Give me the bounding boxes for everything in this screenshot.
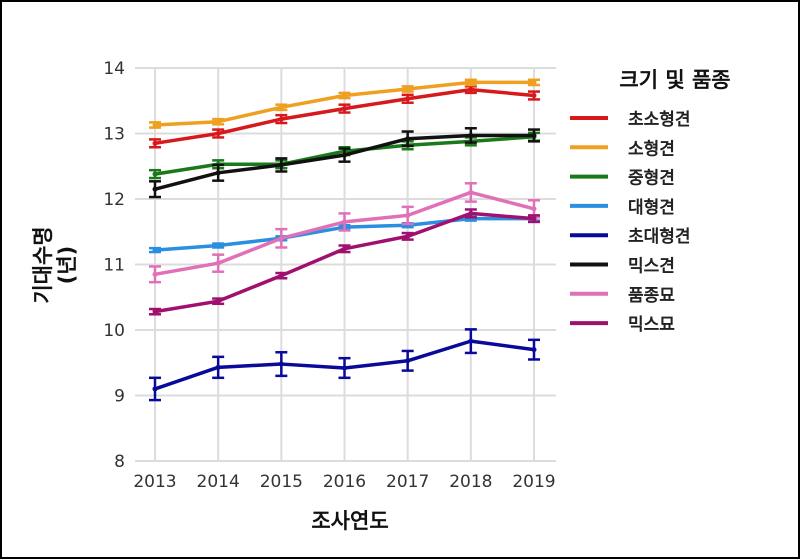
data-point [342, 152, 347, 158]
data-point [405, 136, 411, 142]
legend-item: 품종묘 [570, 286, 675, 306]
y-tick-label: 11 [103, 256, 125, 276]
y-tick-label: 12 [103, 190, 125, 210]
legend-item: 대형견 [570, 197, 675, 218]
x-tick-label: 2018 [449, 472, 492, 492]
y-ticks: 8 9 10 11 12 13 14 [103, 59, 125, 472]
data-point [215, 170, 221, 176]
x-tick-label: 2016 [323, 472, 366, 492]
data-point [278, 162, 284, 168]
data-point [531, 216, 537, 222]
data-point [468, 87, 474, 93]
legend-label: 대형견 [628, 197, 675, 218]
legend-item: 초소형견 [570, 109, 691, 130]
data-point [342, 219, 347, 225]
legend-label: 믹스견 [628, 257, 675, 277]
y-tick-label: 9 [114, 387, 125, 407]
data-point [152, 247, 158, 253]
y-tick-label: 8 [114, 452, 125, 472]
data-point [342, 365, 347, 371]
data-point [215, 243, 221, 249]
series-6 [149, 127, 540, 199]
x-tick-label: 2013 [133, 472, 176, 492]
data-point [405, 233, 411, 239]
x-tick-label: 2014 [197, 472, 240, 492]
y-tick-label: 10 [103, 321, 125, 341]
legend-label: 초소형견 [628, 109, 691, 130]
data-point [531, 132, 537, 138]
data-point [342, 106, 347, 112]
legend-label: 초대형견 [628, 226, 691, 247]
y-tick-label: 13 [103, 125, 125, 145]
data-point [531, 93, 537, 99]
legend-item: 소형견 [570, 138, 675, 159]
y-tick-label: 14 [103, 59, 125, 79]
data-point [152, 122, 158, 128]
y-axis-label: 기대수명 (년) [31, 226, 79, 303]
data-point [531, 347, 537, 353]
data-point [468, 79, 474, 85]
legend-label: 믹스묘 [628, 315, 675, 335]
legend-item: 초대형견 [570, 226, 691, 247]
data-point [531, 79, 537, 85]
data-point [278, 273, 284, 279]
x-tick-label: 2015 [260, 472, 303, 492]
series-2 [149, 78, 540, 129]
y-axis-label-line2: (년) [55, 246, 79, 285]
data-point [405, 86, 411, 92]
data-point [342, 93, 347, 99]
data-point [152, 271, 158, 277]
data-point [215, 131, 221, 136]
series-5 [149, 328, 540, 402]
series-1 [149, 85, 540, 149]
data-point [405, 96, 411, 102]
data-point [215, 119, 221, 125]
data-point [468, 338, 474, 344]
x-axis-label: 조사연도 [311, 509, 388, 533]
data-point [405, 212, 411, 218]
data-point [468, 210, 474, 216]
data-point [215, 260, 221, 266]
legend-item: 믹스묘 [570, 315, 675, 335]
series-8 [149, 208, 540, 316]
data-point [531, 206, 537, 212]
data-point [152, 140, 158, 146]
legend-label: 품종묘 [628, 286, 675, 306]
data-point [215, 298, 221, 304]
data-point [152, 386, 158, 392]
data-point [468, 189, 474, 195]
data-point [342, 246, 347, 252]
legend-label: 중형견 [628, 168, 675, 189]
series-7 [149, 182, 540, 284]
data-point [278, 235, 284, 241]
data-point [278, 116, 284, 122]
data-point [215, 364, 221, 370]
series-group [149, 78, 540, 402]
data-point [152, 171, 158, 177]
data-point [278, 361, 284, 367]
data-point [152, 186, 158, 192]
grid [135, 67, 556, 462]
legend-item: 중형견 [570, 168, 675, 189]
x-tick-label: 2017 [386, 472, 429, 492]
data-point [468, 132, 474, 138]
legend-item: 믹스견 [570, 257, 675, 277]
legend-label: 소형견 [628, 138, 675, 159]
data-point [152, 309, 158, 315]
data-point [278, 104, 284, 110]
y-axis-label-line1: 기대수명 [31, 226, 55, 303]
legend-title: 크기 및 품종 [619, 68, 730, 92]
x-ticks: 2013 2014 2015 2016 2017 2018 2019 [133, 472, 555, 492]
data-point [405, 358, 411, 364]
x-tick-label: 2019 [512, 472, 555, 492]
